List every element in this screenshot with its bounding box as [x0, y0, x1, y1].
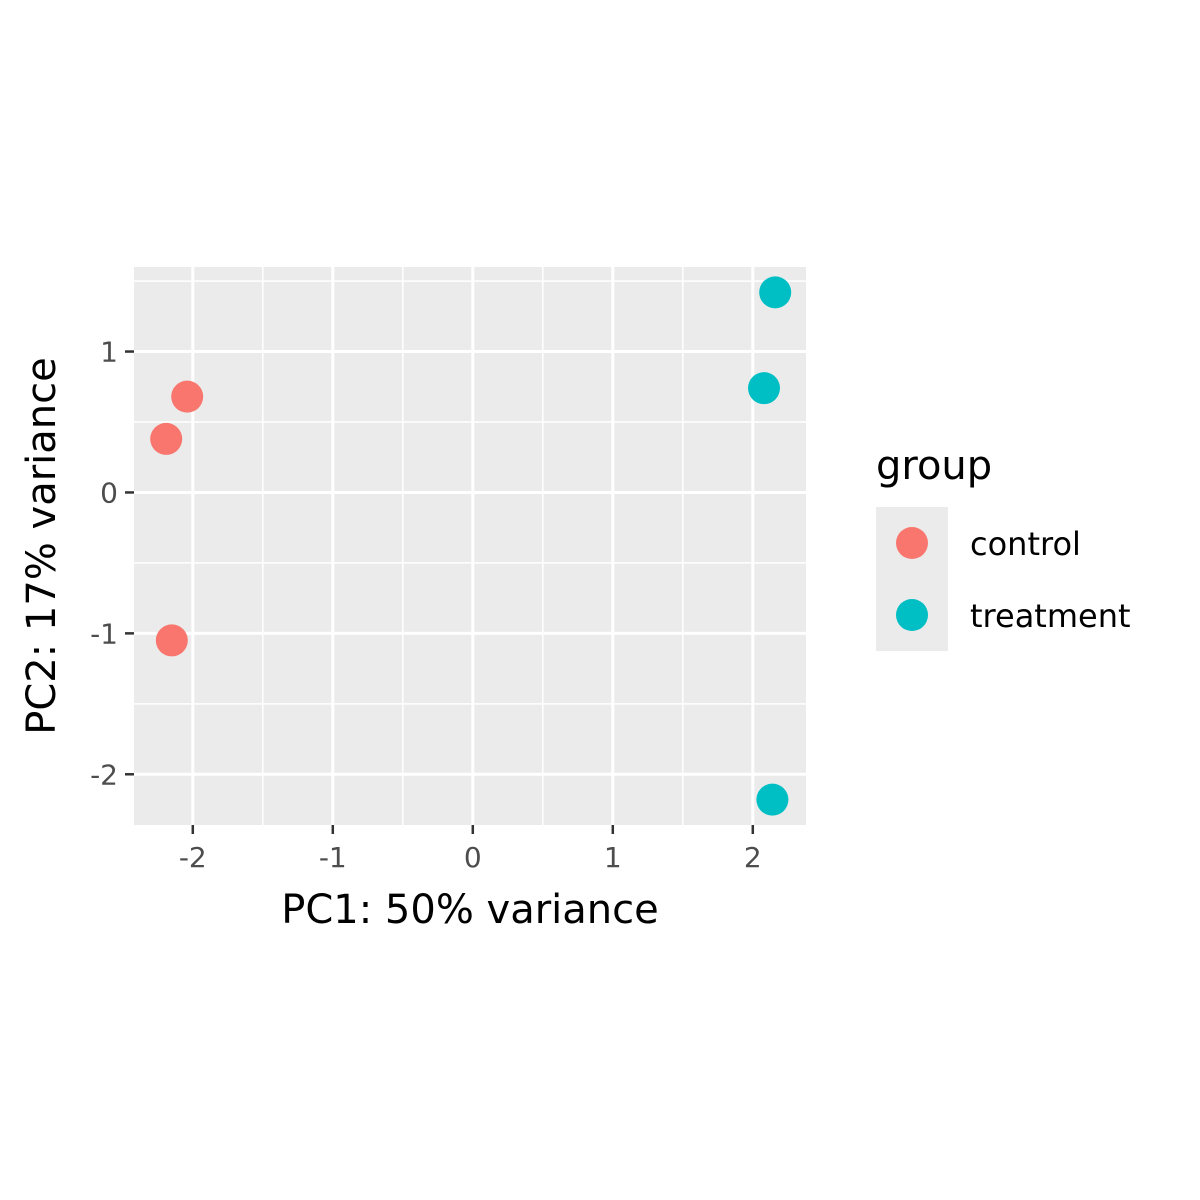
major-gridlines — [134, 267, 806, 825]
legend-label-treatment: treatment — [970, 597, 1131, 635]
minor-gridlines — [134, 267, 806, 825]
data-points — [150, 276, 792, 816]
x-tick-label: 0 — [464, 841, 482, 874]
x-tick-label: 2 — [744, 841, 762, 874]
data-point-control — [155, 624, 188, 657]
legend-title: group — [876, 443, 992, 489]
data-point-control — [150, 422, 183, 455]
y-tick-label: 1 — [100, 336, 118, 369]
x-axis-title: PC1: 50% variance — [281, 887, 659, 933]
y-tick-label: 0 — [100, 476, 118, 509]
tick-labels: -2 -1 0 1 2 -2 -1 0 1 — [90, 336, 762, 874]
axis-ticks — [125, 350, 755, 834]
data-point-treatment — [759, 276, 792, 309]
legend-key-control — [896, 527, 928, 559]
x-tick-label: -1 — [319, 841, 347, 874]
y-tick-label: -1 — [90, 617, 118, 650]
legend: group control treatment — [876, 443, 1131, 651]
legend-label-control: control — [970, 525, 1081, 563]
data-point-treatment — [748, 372, 780, 405]
y-axis-title: PC2: 17% variance — [19, 357, 65, 735]
data-point-control — [171, 380, 204, 413]
data-point-treatment — [756, 783, 789, 816]
y-tick-label: -2 — [90, 758, 118, 791]
x-tick-label: 1 — [604, 841, 622, 874]
legend-key-treatment — [896, 599, 928, 631]
plot-panel — [134, 267, 806, 825]
x-tick-label: -2 — [179, 841, 207, 874]
